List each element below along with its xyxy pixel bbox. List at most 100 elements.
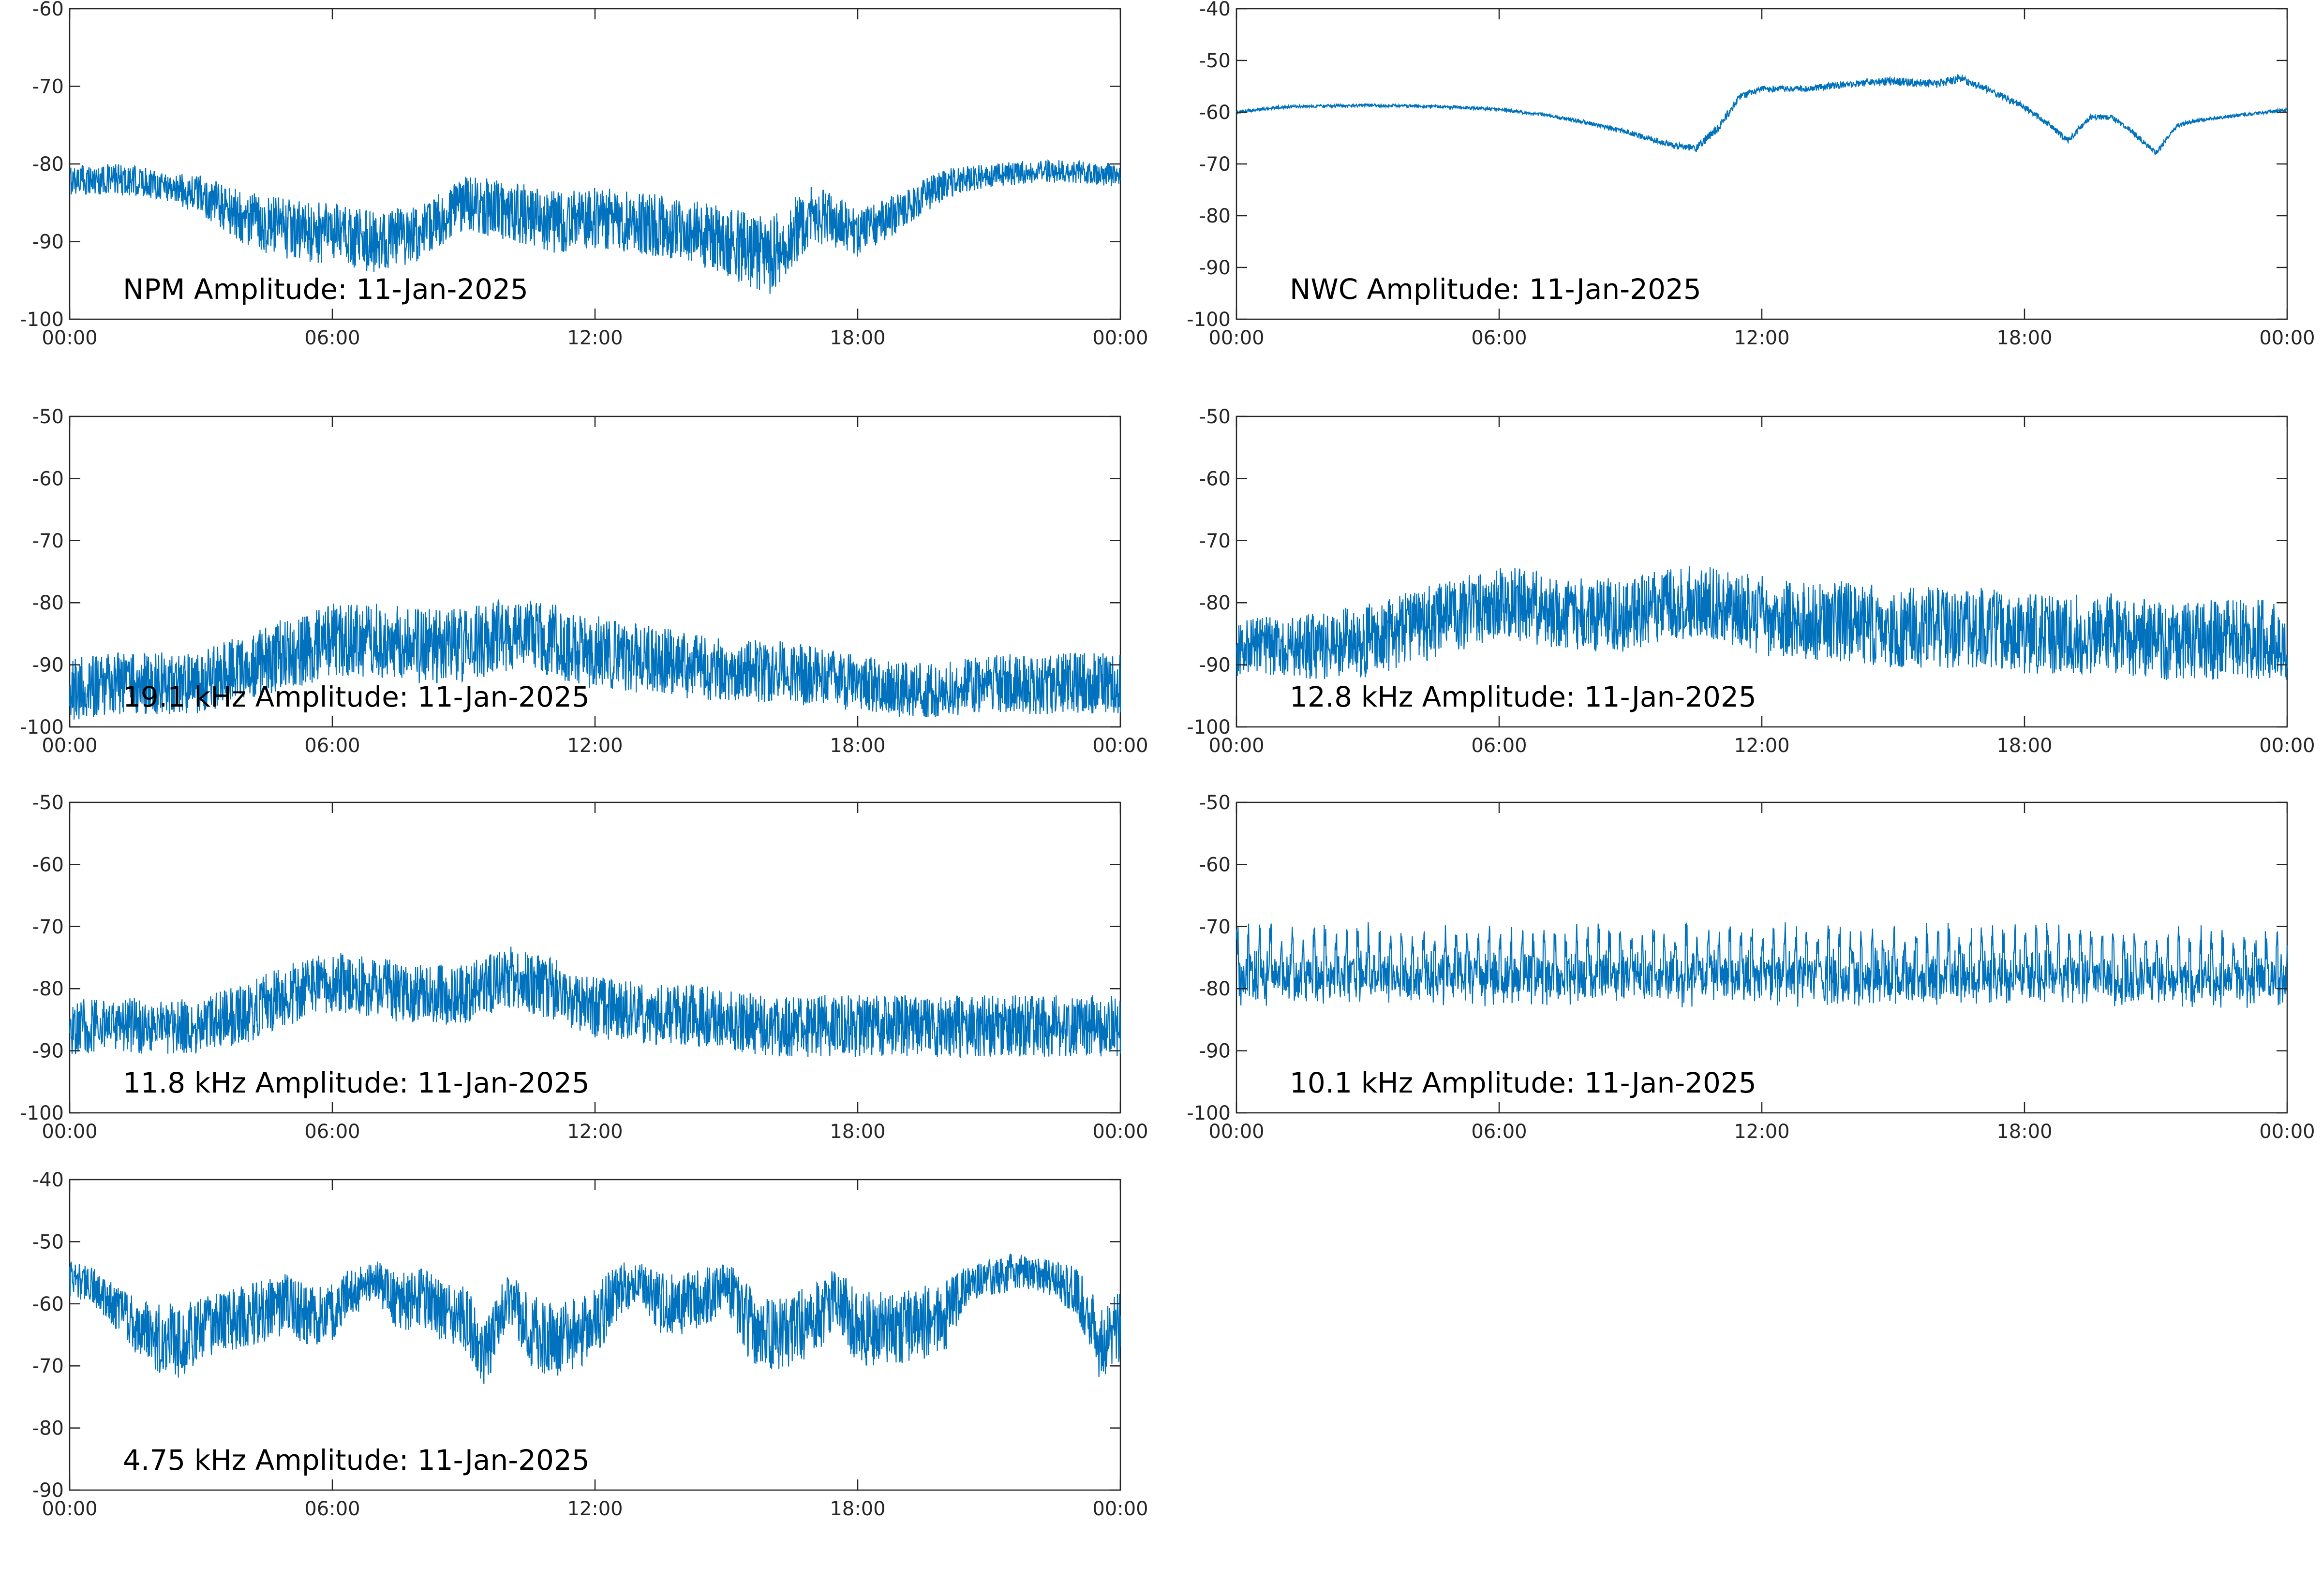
x-tick-label: 00:00 [1208, 327, 1264, 349]
y-tick-label: -60 [1199, 102, 1231, 124]
x-tick-label: 06:00 [304, 735, 360, 757]
y-tick-label: -70 [32, 76, 64, 98]
x-tick-label: 06:00 [304, 327, 360, 349]
y-tick-label: -80 [1199, 592, 1231, 614]
y-tick-label: -100 [20, 1102, 64, 1124]
x-tick-label: 18:00 [830, 1121, 885, 1143]
y-tick-label: -50 [1199, 406, 1231, 428]
x-tick-label: 06:00 [1471, 327, 1527, 349]
y-tick-label: -50 [1199, 792, 1231, 814]
x-tick-label: 00:00 [1092, 1498, 1148, 1520]
axes-box [69, 8, 1121, 320]
x-tick-label: 06:00 [304, 1498, 360, 1520]
x-tick-label: 00:00 [1092, 327, 1148, 349]
y-tick-label: -70 [32, 1355, 64, 1377]
x-tick-label: 00:00 [42, 1498, 97, 1520]
y-tick-label: -90 [32, 654, 64, 677]
x-tick-label: 12:00 [1734, 735, 1789, 757]
y-tick-label: -100 [20, 716, 64, 739]
y-tick-label: -90 [1199, 257, 1231, 279]
y-tick-label: -50 [32, 1231, 64, 1253]
y-tick-label: -40 [32, 1169, 64, 1191]
x-tick-label: 12:00 [567, 735, 623, 757]
panel-title: 12.8 kHz Amplitude: 11-Jan-2025 [1290, 680, 1756, 713]
panel-title: 19.1 kHz Amplitude: 11-Jan-2025 [123, 680, 590, 713]
y-tick-label: -90 [32, 231, 64, 253]
x-tick-label: 00:00 [42, 1121, 97, 1143]
y-tick-label: -100 [20, 309, 64, 331]
y-tick-label: -80 [32, 978, 64, 1000]
x-tick-label: 00:00 [2259, 1121, 2315, 1143]
series-line [1235, 566, 2288, 680]
x-tick-label: 18:00 [830, 735, 885, 757]
y-tick-label: -70 [1199, 916, 1231, 938]
series-line [69, 1253, 1121, 1384]
y-tick-label: -40 [1199, 0, 1231, 20]
series-line [69, 946, 1121, 1058]
y-tick-label: -50 [32, 406, 64, 428]
y-tick-label: -80 [1199, 205, 1231, 227]
y-tick-label: -60 [32, 0, 64, 20]
x-tick-label: 18:00 [830, 1498, 885, 1520]
y-tick-label: -60 [1199, 854, 1231, 876]
panel-title: 4.75 kHz Amplitude: 11-Jan-2025 [123, 1444, 590, 1477]
x-tick-label: 00:00 [1092, 1121, 1148, 1143]
y-tick-label: -60 [32, 854, 64, 876]
y-tick-label: -50 [32, 792, 64, 814]
series-line [1235, 922, 2288, 1008]
x-tick-label: 18:00 [1996, 735, 2052, 757]
y-tick-label: -100 [1187, 309, 1231, 331]
y-tick-label: -70 [1199, 530, 1231, 552]
x-tick-label: 12:00 [567, 1498, 623, 1520]
y-tick-label: -70 [32, 530, 64, 552]
x-tick-label: 06:00 [1471, 735, 1527, 757]
panel-title: NPM Amplitude: 11-Jan-2025 [123, 273, 528, 306]
series-line [1235, 74, 2288, 156]
y-tick-label: -90 [32, 1040, 64, 1063]
y-tick-label: -50 [1199, 50, 1231, 72]
x-tick-label: 18:00 [830, 327, 885, 349]
x-tick-label: 00:00 [1092, 735, 1148, 757]
axes-box [1235, 415, 2288, 728]
y-tick-label: -60 [1199, 468, 1231, 490]
panel-title: 11.8 kHz Amplitude: 11-Jan-2025 [123, 1066, 590, 1099]
x-tick-label: 00:00 [1208, 735, 1264, 757]
y-tick-label: -90 [32, 1479, 64, 1502]
y-tick-label: -80 [32, 592, 64, 614]
y-tick-label: -60 [32, 1293, 64, 1315]
series-line [69, 159, 1121, 294]
y-tick-label: -90 [1199, 1040, 1231, 1063]
x-tick-label: 00:00 [1208, 1121, 1264, 1143]
x-tick-label: 06:00 [1471, 1121, 1527, 1143]
x-tick-label: 12:00 [567, 327, 623, 349]
axes-box [1235, 8, 2288, 320]
y-tick-label: -70 [1199, 153, 1231, 176]
series-line [69, 599, 1121, 720]
axes-box [69, 801, 1121, 1114]
x-tick-label: 18:00 [1996, 327, 2052, 349]
y-tick-label: -90 [1199, 654, 1231, 677]
x-tick-label: 12:00 [567, 1121, 623, 1143]
x-tick-label: 18:00 [1996, 1121, 2052, 1143]
y-tick-label: -80 [32, 1418, 64, 1440]
x-tick-label: 00:00 [42, 735, 97, 757]
panel-title: 10.1 kHz Amplitude: 11-Jan-2025 [1290, 1066, 1756, 1099]
y-tick-label: -100 [1187, 716, 1231, 739]
y-tick-label: -60 [32, 468, 64, 490]
x-tick-label: 06:00 [304, 1121, 360, 1143]
y-tick-label: -80 [32, 153, 64, 176]
x-tick-label: 00:00 [42, 327, 97, 349]
y-tick-label: -70 [32, 916, 64, 938]
x-tick-label: 12:00 [1734, 1121, 1789, 1143]
panel-title: NWC Amplitude: 11-Jan-2025 [1290, 273, 1701, 306]
x-tick-label: 00:00 [2259, 327, 2315, 349]
